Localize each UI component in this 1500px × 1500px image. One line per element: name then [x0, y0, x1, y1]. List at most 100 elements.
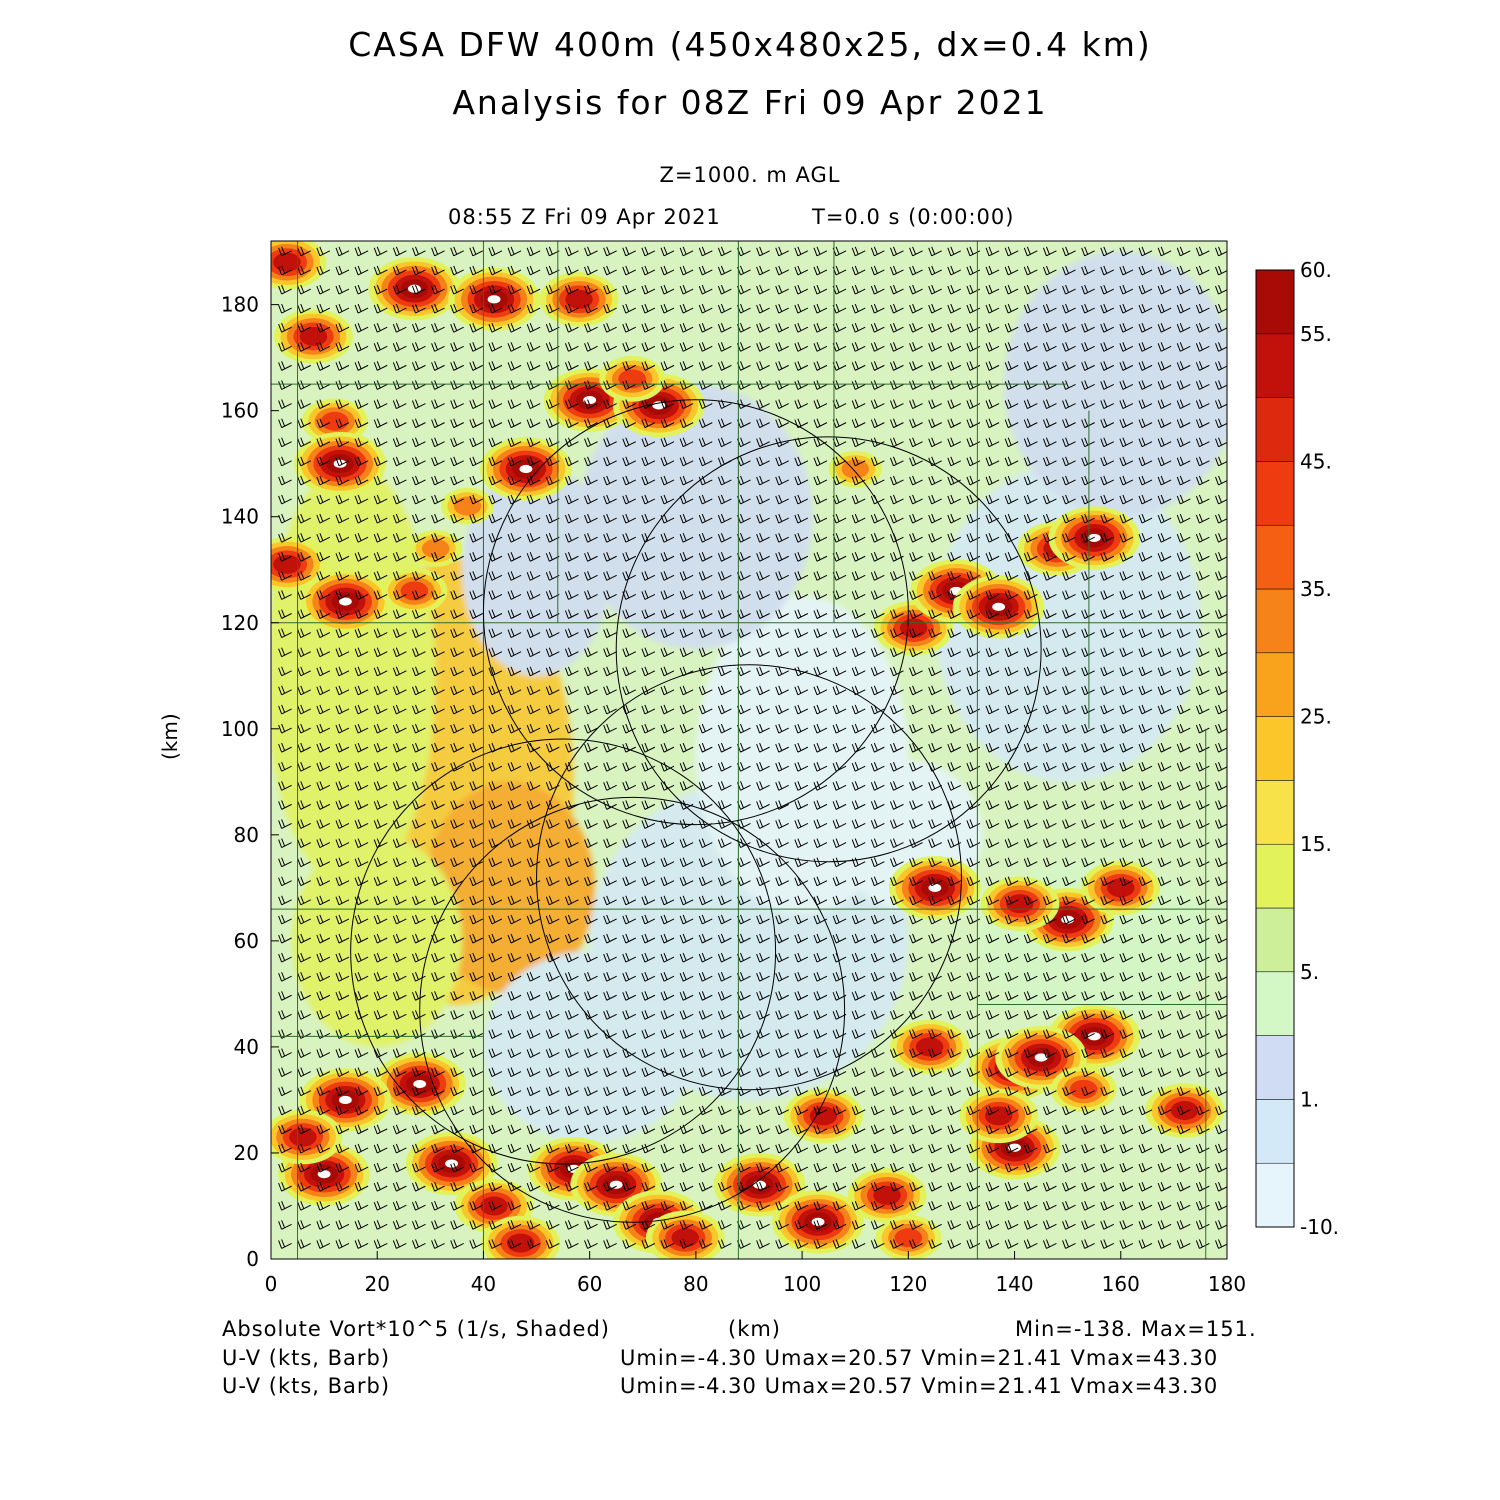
wind-barb — [316, 303, 331, 314]
vorticity-core — [273, 554, 301, 574]
radar-ring — [615, 436, 1042, 863]
colorbar-segment — [1255, 716, 1295, 781]
wind-barb — [335, 361, 350, 371]
wind-barb — [717, 685, 732, 696]
wind-barb — [526, 342, 541, 352]
wind-barb — [469, 781, 484, 791]
wind-barb — [431, 1010, 445, 1020]
wind-barb — [392, 1220, 407, 1230]
wind-barb — [584, 1029, 598, 1039]
wind-barb — [316, 361, 331, 371]
wind-barb — [889, 857, 904, 868]
wind-barb — [507, 800, 522, 810]
wind-barb — [947, 742, 962, 753]
wind-barb — [1157, 933, 1172, 944]
wind-barb — [889, 609, 904, 619]
wind-barb — [1195, 284, 1210, 295]
wind-barb — [985, 1067, 1000, 1078]
wind-barb — [794, 323, 809, 333]
wind-barb — [507, 1105, 522, 1116]
wind-barb — [603, 1086, 617, 1097]
wind-barb — [431, 1067, 445, 1078]
wind-barb — [909, 246, 923, 257]
wind-barb — [1195, 323, 1210, 333]
wind-barb — [411, 361, 426, 371]
wind-barb — [488, 494, 503, 505]
wind-barb — [889, 303, 904, 314]
wind-barb — [832, 1220, 847, 1230]
wind-barb — [1119, 284, 1134, 295]
wind-barb — [775, 666, 789, 677]
wind-barb — [297, 762, 311, 772]
wind-barb — [947, 1048, 962, 1058]
wind-barb — [1176, 933, 1191, 944]
wind-barb — [354, 800, 369, 810]
wind-barb — [794, 742, 809, 753]
wind-barb — [928, 742, 942, 753]
x-axis-unit: (km) — [728, 1317, 782, 1341]
wind-barb — [679, 418, 694, 429]
wind-barb — [1195, 781, 1210, 791]
wind-barb — [832, 666, 847, 677]
wind-barb — [1023, 303, 1038, 314]
wind-barb — [1042, 1201, 1057, 1211]
wind-barb — [966, 1124, 981, 1135]
wind-barb — [622, 1029, 637, 1039]
wind-barb — [373, 933, 388, 944]
wind-barb — [526, 781, 541, 791]
wind-barb — [603, 991, 617, 1001]
wind-barb — [1062, 914, 1076, 925]
vorticity-core-max — [1087, 1032, 1101, 1041]
wind-barb — [909, 762, 923, 772]
colorbar-label: 15. — [1300, 832, 1332, 856]
wind-barb — [354, 399, 369, 409]
wind-barb — [1042, 437, 1057, 448]
wind-barb — [1119, 1029, 1134, 1039]
wind-barb — [469, 1181, 484, 1192]
wind-barb — [622, 323, 637, 333]
wind-barb — [1138, 475, 1153, 486]
wind-barb — [1195, 1067, 1210, 1078]
wind-barb — [411, 265, 426, 276]
wind-barb — [947, 971, 962, 982]
wind-barb — [1023, 895, 1038, 906]
wind-barb — [870, 475, 885, 486]
wind-barb — [1138, 1086, 1153, 1097]
wind-barb — [488, 685, 503, 696]
wind-barb — [775, 342, 789, 352]
wind-barb — [985, 513, 1000, 524]
wind-barb — [909, 284, 923, 295]
wind-barb — [431, 933, 445, 944]
wind-barb — [622, 762, 637, 772]
wind-barb — [1100, 284, 1115, 295]
wind-barb — [1081, 704, 1095, 715]
wind-barb — [813, 532, 828, 543]
wind-barb — [1042, 762, 1057, 772]
wind-barb — [909, 1143, 923, 1154]
wind-barb — [622, 1143, 637, 1154]
wind-barb — [1176, 914, 1191, 925]
wind-barb — [1157, 876, 1172, 887]
wind-barb — [813, 1010, 828, 1020]
wind-barb — [832, 1239, 847, 1249]
wind-barb — [411, 571, 426, 581]
wind-barb — [564, 838, 579, 849]
wind-barb — [1138, 1029, 1153, 1039]
wind-barb — [411, 609, 426, 619]
wind-barb — [756, 704, 770, 715]
wind-barb — [1157, 437, 1172, 448]
wind-barb — [1081, 609, 1095, 619]
wind-barb — [526, 284, 541, 295]
wind-barb — [1119, 1105, 1134, 1116]
wind-barb — [564, 895, 579, 906]
wind-barb — [1176, 1048, 1191, 1058]
wind-barb — [1023, 323, 1038, 333]
wind-barb — [1042, 895, 1057, 906]
wind-barb — [794, 361, 809, 371]
wind-barb — [1119, 494, 1134, 505]
wind-barb — [947, 1220, 962, 1230]
wind-barb — [622, 800, 637, 810]
wind-barb — [966, 952, 981, 963]
wind-barb — [411, 532, 426, 543]
wind-barb — [698, 1086, 713, 1097]
